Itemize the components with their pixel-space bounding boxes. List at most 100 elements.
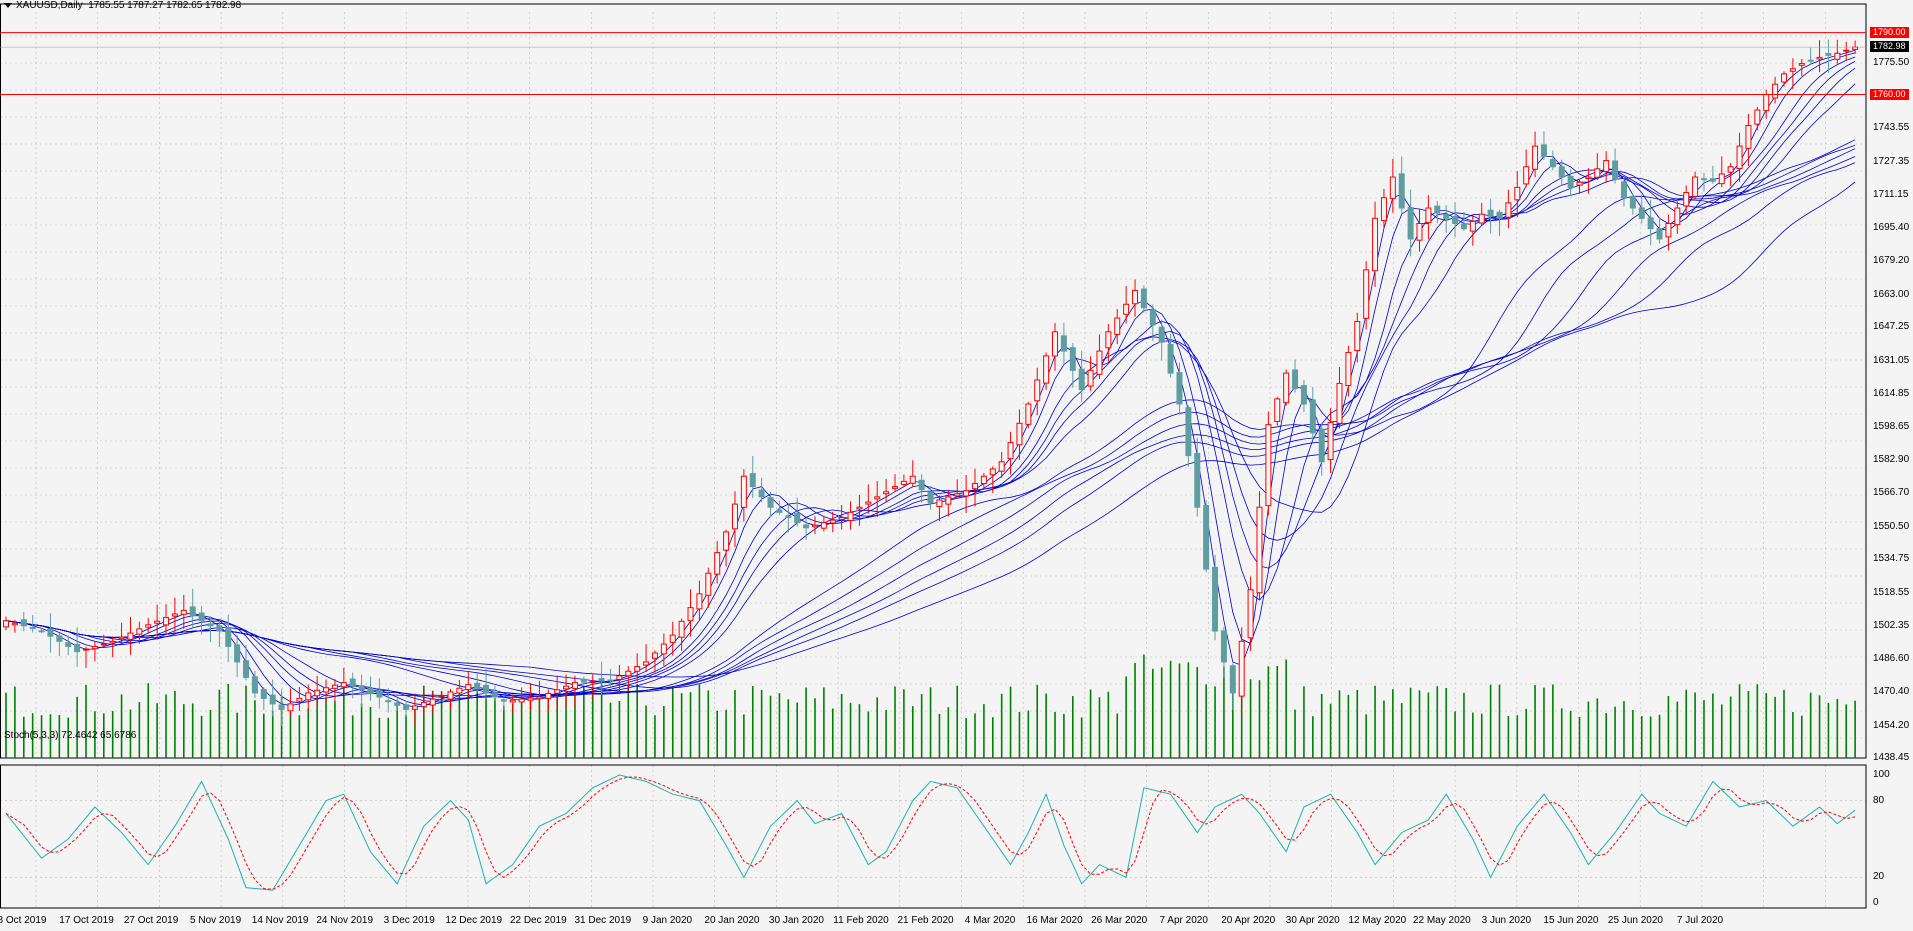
candle-body xyxy=(1532,145,1539,170)
stoch-tick-label: 80 xyxy=(1873,794,1885,806)
time-tick-label: 5 Nov 2019 xyxy=(190,915,242,926)
time-tick-label: 20 Jan 2020 xyxy=(704,915,760,926)
candle-body xyxy=(1363,269,1370,319)
candle-body xyxy=(1158,326,1165,343)
candle-body xyxy=(1078,368,1085,391)
candle-body xyxy=(154,620,161,624)
candle-body xyxy=(1052,331,1059,357)
candle-body xyxy=(1318,428,1325,463)
price-pane-frame xyxy=(0,3,1867,759)
candle-body xyxy=(1060,335,1067,352)
time-tick-label: 8 Oct 2019 xyxy=(0,915,47,926)
dropdown-triangle-icon[interactable] xyxy=(4,2,12,8)
candle-body xyxy=(1496,211,1503,219)
time-tick-label: 30 Jan 2020 xyxy=(768,915,824,926)
candle-body xyxy=(1505,202,1512,218)
candle-body xyxy=(1016,422,1023,446)
time-tick-label: 31 Dec 2019 xyxy=(574,915,632,926)
candle-body xyxy=(260,689,267,699)
candle-body xyxy=(438,694,445,697)
time-tick-label: 25 Jun 2020 xyxy=(1607,915,1663,926)
candle-body xyxy=(1425,207,1432,223)
candle-body xyxy=(1212,566,1219,632)
price-tick-label: 1534.75 xyxy=(1873,553,1910,565)
moving-average-line xyxy=(5,181,1856,678)
price-tick-label: 1438.45 xyxy=(1873,752,1910,763)
candle-body xyxy=(1789,68,1796,72)
candle-body xyxy=(1132,290,1139,305)
candle-body xyxy=(474,682,481,690)
candle-body xyxy=(1220,630,1227,663)
candle-body xyxy=(136,628,143,635)
candle-body xyxy=(3,620,9,628)
time-tick-label: 3 Dec 2019 xyxy=(383,915,435,926)
candle-body xyxy=(145,624,152,628)
candle-body xyxy=(1709,178,1716,182)
candle-body xyxy=(483,684,490,694)
candle-body xyxy=(963,490,970,497)
time-tick-label: 12 May 2020 xyxy=(1348,915,1407,926)
candle-body xyxy=(305,692,312,701)
candle-body xyxy=(829,519,836,524)
price-tick-label: 1695.40 xyxy=(1873,221,1910,233)
candle-body xyxy=(1834,52,1841,60)
moving-average-line xyxy=(5,162,1856,689)
candle-body xyxy=(385,700,392,703)
candle-body xyxy=(1514,186,1521,201)
time-tick-label: 14 Nov 2019 xyxy=(251,915,309,926)
time-tick-label: 17 Oct 2019 xyxy=(59,915,114,926)
candle-body xyxy=(1700,178,1707,181)
candle-body xyxy=(545,692,552,699)
candle-body xyxy=(927,491,934,504)
candle-body xyxy=(1140,288,1147,309)
candle-body xyxy=(1665,222,1672,238)
candle-body xyxy=(1807,59,1814,62)
price-tick-label: 1486.60 xyxy=(1873,652,1910,664)
stoch-signal-line xyxy=(5,776,1856,890)
candle-body xyxy=(598,678,605,682)
time-tick-label: 30 Apr 2020 xyxy=(1285,915,1340,926)
candle-body xyxy=(1629,195,1636,209)
candle-body xyxy=(1487,209,1494,217)
candle-body xyxy=(1612,160,1619,180)
price-tag: 1760.00 xyxy=(1870,88,1909,100)
candle-body xyxy=(216,625,223,632)
candle-body xyxy=(1114,317,1121,335)
candle-body xyxy=(1460,223,1467,230)
candle-body xyxy=(198,612,205,622)
candle-body xyxy=(1087,369,1094,387)
candle-body xyxy=(163,617,170,626)
price-tick-label: 1727.35 xyxy=(1873,155,1910,167)
candle-body xyxy=(1069,347,1076,371)
candle-body xyxy=(38,630,45,633)
time-tick-label: 16 Mar 2020 xyxy=(1026,915,1083,926)
candle-body xyxy=(1007,442,1014,460)
candle-body xyxy=(705,572,712,596)
candle-body xyxy=(580,678,587,683)
candle-body xyxy=(607,679,614,682)
candle-body xyxy=(29,627,36,630)
candle-body xyxy=(1176,372,1183,405)
candle-body xyxy=(1825,53,1832,56)
candle-body xyxy=(1247,589,1254,639)
candle-body xyxy=(1238,640,1245,697)
moving-average-line xyxy=(5,83,1856,699)
candle-body xyxy=(723,531,730,551)
candle-body xyxy=(1603,160,1610,172)
stoch-tick-label: 20 xyxy=(1873,871,1885,883)
candle-body xyxy=(349,678,356,687)
candle-body xyxy=(856,506,863,510)
candle-body xyxy=(1523,166,1530,185)
candle-body xyxy=(1380,197,1387,222)
candle-body xyxy=(1469,220,1476,232)
candle-body xyxy=(776,509,783,513)
price-tick-label: 1743.55 xyxy=(1873,122,1910,134)
candle-body xyxy=(643,661,650,666)
candle-body xyxy=(669,634,676,643)
candle-body xyxy=(180,609,187,615)
time-tick-label: 26 Mar 2020 xyxy=(1091,915,1148,926)
price-tick-label: 1550.50 xyxy=(1873,520,1910,532)
stoch-header: Stoch(5,3,3) 72.4642 65.6786 xyxy=(4,730,137,741)
